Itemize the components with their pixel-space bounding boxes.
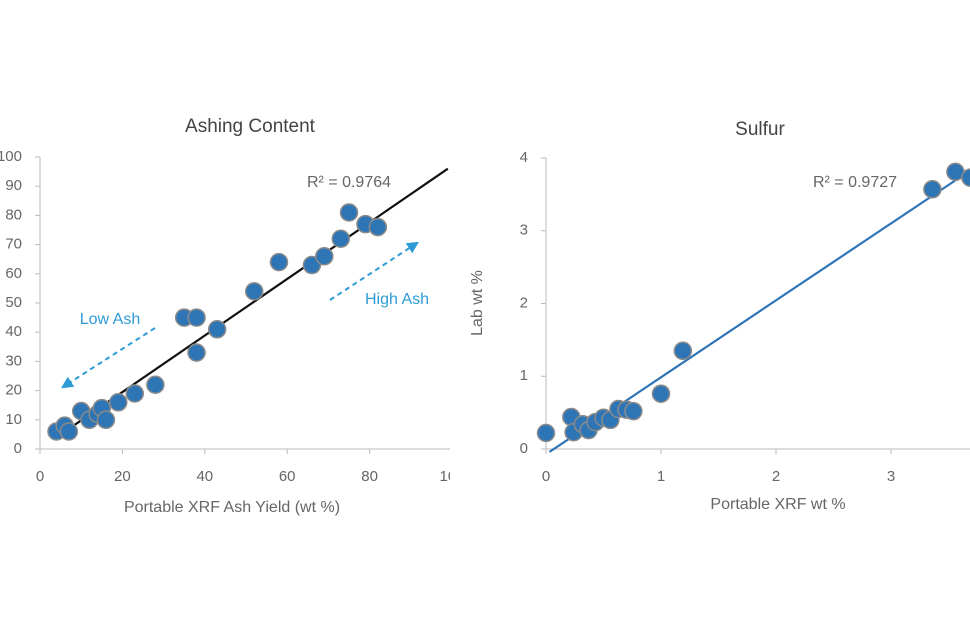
point [923,180,942,199]
x-tick-label: 40 [196,468,213,485]
y-tick-label: 0 [14,440,22,457]
r2-label: R² = 0.9764 [307,174,391,191]
point [187,308,206,327]
y-tick-label: 50 [5,294,22,311]
point [207,320,227,339]
chart-sulfur: 0 1 2 3 4 0 1 2 3 Sulfur Portable XRF wt % Lab wt %… [469,119,970,513]
x-tick-label: 3 [887,468,895,485]
y-tick-label: 100 [0,148,22,165]
point [187,343,206,362]
y-tick-label: 60 [5,265,22,282]
point [339,203,359,222]
x-tick-label: 100 [439,468,464,485]
point [244,282,264,301]
point [961,168,970,187]
y-tick-label: 1 [520,367,528,384]
point [109,393,128,412]
point [368,217,388,237]
y-axis-label: Lab wt % [469,270,486,336]
x-axis-label: Portable XRF wt % [710,496,845,513]
annotation: Low Ash [80,311,140,328]
point [673,341,693,361]
point [315,247,334,266]
y-tick-label: 80 [5,206,22,223]
x-tick-label: 2 [772,468,780,485]
chart-title: Sulfur [735,119,785,140]
x-tick-label: 60 [279,468,296,485]
point [651,384,671,403]
point [536,423,556,443]
x-tick-label: 20 [114,468,131,485]
y-tick-label: 0 [520,440,528,457]
point [302,255,322,275]
point [125,384,145,403]
r2-label: R² = 0.9727 [813,174,897,191]
x-tick-label: 1 [657,468,665,485]
chart-ash: 0 10 20 30 40 50 60 70 80 90 100 0 20 40 60 80 100 Ashing… [0,116,464,516]
x-axis-label: Portable XRF Ash Yield (wt %) [124,499,340,516]
y-tick-label: 2 [520,294,528,311]
y-tick-label: 70 [5,236,22,253]
y-tick-label: 40 [5,323,22,340]
x-tick-label: 0 [36,468,44,485]
trendline [55,167,449,439]
y-tick-label: 10 [5,411,22,428]
point [146,375,165,395]
point [59,422,79,441]
y-tick-label: 4 [520,149,528,166]
y-tick-label: 90 [5,177,22,194]
y-tick-label: 3 [520,222,528,239]
y-tick-label: 20 [5,382,22,399]
y-tick-label: 30 [5,352,22,369]
point [331,229,351,249]
x-tick-label: 80 [361,468,378,485]
point [269,252,289,272]
point [624,401,643,421]
x-tick-label: 0 [542,468,550,485]
point [96,410,116,430]
arrow-high [329,241,420,301]
chart-title: Ashing Content [185,116,316,137]
annotation: High Ash [365,291,429,308]
arrow-low [60,327,156,389]
